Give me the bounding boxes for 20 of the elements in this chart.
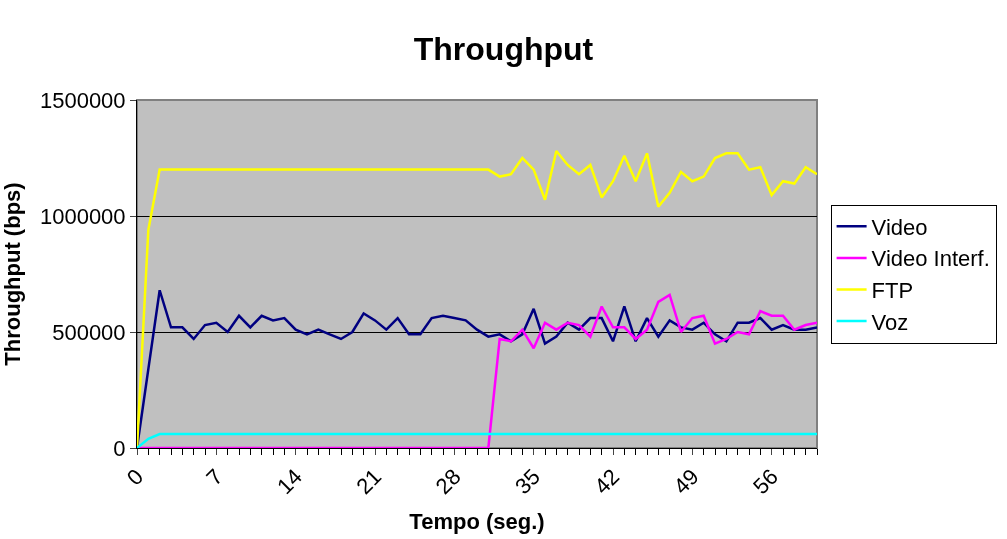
legend-label: Video Interf.	[871, 246, 990, 272]
x-tick-label: 14	[271, 464, 307, 500]
x-tick-label: 35	[509, 464, 545, 500]
y-tick-label: 500000	[52, 319, 126, 345]
x-tick-label: 56	[747, 464, 783, 500]
x-tick-label: 28	[430, 464, 466, 500]
x-axis-title: Tempo (seg.)	[409, 508, 545, 534]
y-tick-label: 0	[113, 435, 126, 461]
y-tick-label: 1500000	[39, 87, 126, 113]
x-tick-label: 21	[351, 464, 387, 500]
legend-label: Voz	[871, 309, 909, 335]
y-tick-label: 1000000	[39, 203, 126, 229]
x-tick-label: 42	[589, 464, 625, 500]
x-tick-label: 0	[121, 464, 149, 491]
chart-title: Throughput	[413, 31, 594, 68]
legend-label: Video	[871, 214, 928, 240]
y-axis-title: Throughput (bps)	[0, 182, 25, 366]
x-tick-label: 49	[668, 464, 704, 500]
x-tick-label: 7	[201, 464, 228, 491]
legend-label: FTP	[871, 278, 914, 304]
